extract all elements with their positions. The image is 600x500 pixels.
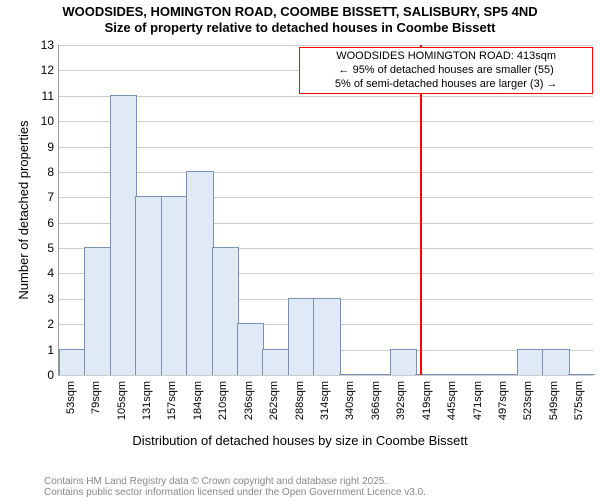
histogram-bar	[517, 349, 544, 375]
histogram-bar	[440, 374, 467, 375]
plot-area: WOODSIDES HOMINGTON ROAD: 413sqm← 95% of…	[58, 45, 593, 376]
y-tick-label: 13	[0, 38, 54, 52]
y-tick-label: 5	[0, 241, 54, 255]
y-tick-label: 12	[0, 63, 54, 77]
x-tick-label: 445sqm	[446, 381, 458, 420]
title-line2: Size of property relative to detached ho…	[0, 20, 600, 36]
histogram-bar	[161, 196, 188, 375]
title-line1: WOODSIDES, HOMINGTON ROAD, COOMBE BISSET…	[0, 4, 600, 20]
x-tick-label: 79sqm	[90, 381, 102, 414]
gridline	[59, 172, 593, 173]
marker-line	[420, 45, 422, 375]
chart-title: WOODSIDES, HOMINGTON ROAD, COOMBE BISSET…	[0, 0, 600, 37]
x-tick-label: 575sqm	[573, 381, 585, 420]
x-tick-label: 184sqm	[192, 381, 204, 420]
histogram-bar	[212, 247, 239, 375]
histogram-bar	[262, 349, 289, 375]
histogram-bar	[339, 374, 366, 375]
x-tick-label: 262sqm	[268, 381, 280, 420]
histogram-bar	[390, 349, 417, 375]
histogram-bar	[110, 95, 137, 375]
callout-line: WOODSIDES HOMINGTON ROAD: 413sqm	[304, 50, 588, 64]
y-tick-label: 2	[0, 317, 54, 331]
y-tick-label: 4	[0, 266, 54, 280]
x-tick-label: 131sqm	[141, 381, 153, 420]
x-tick-label: 419sqm	[421, 381, 433, 420]
gridline	[59, 375, 593, 376]
x-tick-label: 288sqm	[294, 381, 306, 420]
histogram-bar	[237, 323, 264, 375]
histogram-bar	[288, 298, 315, 375]
gridline	[59, 147, 593, 148]
histogram-bar	[186, 171, 213, 375]
callout-line: 5% of semi-detached houses are larger (3…	[304, 78, 588, 92]
y-tick-label: 6	[0, 216, 54, 230]
y-tick-label: 11	[0, 89, 54, 103]
histogram-bar	[84, 247, 111, 375]
x-axis-label: Distribution of detached houses by size …	[0, 433, 600, 448]
x-tick-label: 236sqm	[243, 381, 255, 420]
y-tick-label: 7	[0, 190, 54, 204]
x-tick-label: 523sqm	[522, 381, 534, 420]
x-tick-label: 549sqm	[548, 381, 560, 420]
histogram-bar	[135, 196, 162, 375]
x-tick-label: 471sqm	[472, 381, 484, 420]
x-tick-label: 53sqm	[65, 381, 77, 414]
histogram-bar	[59, 349, 86, 375]
y-tick-label: 10	[0, 114, 54, 128]
attribution: Contains HM Land Registry data © Crown c…	[0, 476, 600, 498]
x-tick-label: 157sqm	[166, 381, 178, 420]
histogram-bar	[491, 374, 518, 375]
gridline	[59, 45, 593, 46]
callout-box: WOODSIDES HOMINGTON ROAD: 413sqm← 95% of…	[299, 47, 593, 94]
histogram-bar	[313, 298, 340, 375]
y-tick-label: 1	[0, 343, 54, 357]
x-tick-label: 210sqm	[217, 381, 229, 420]
histogram-bar	[542, 349, 569, 375]
x-tick-label: 105sqm	[116, 381, 128, 420]
x-tick-label: 314sqm	[319, 381, 331, 420]
y-tick-label: 9	[0, 140, 54, 154]
attribution-line1: Contains HM Land Registry data © Crown c…	[0, 476, 600, 487]
histogram-bar	[568, 374, 595, 375]
x-tick-label: 340sqm	[344, 381, 356, 420]
gridline	[59, 96, 593, 97]
y-tick-label: 8	[0, 165, 54, 179]
x-tick-label: 366sqm	[370, 381, 382, 420]
chart-container: WOODSIDES, HOMINGTON ROAD, COOMBE BISSET…	[0, 0, 600, 500]
callout-line: ← 95% of detached houses are smaller (55…	[304, 64, 588, 78]
y-tick-label: 0	[0, 368, 54, 382]
y-tick-label: 3	[0, 292, 54, 306]
x-tick-label: 497sqm	[497, 381, 509, 420]
x-tick-label: 392sqm	[395, 381, 407, 420]
attribution-line2: Contains public sector information licen…	[0, 487, 600, 498]
histogram-bar	[364, 374, 391, 375]
gridline	[59, 121, 593, 122]
histogram-bar	[466, 374, 493, 375]
